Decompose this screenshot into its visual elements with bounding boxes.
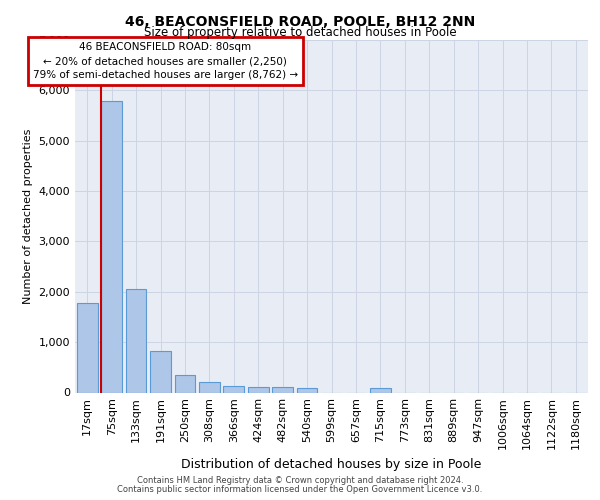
Bar	[296, 388, 317, 392]
Text: Contains HM Land Registry data © Crown copyright and database right 2024.: Contains HM Land Registry data © Crown c…	[137, 476, 463, 485]
Bar	[175, 375, 196, 392]
Bar	[101, 102, 122, 393]
Bar	[77, 303, 98, 392]
Text: 46 BEACONSFIELD ROAD: 80sqm
← 20% of detached houses are smaller (2,250)
79% of : 46 BEACONSFIELD ROAD: 80sqm ← 20% of det…	[33, 42, 298, 80]
Text: Contains public sector information licensed under the Open Government Licence v3: Contains public sector information licen…	[118, 484, 482, 494]
Bar	[248, 387, 269, 392]
Bar	[223, 386, 244, 392]
Bar	[125, 289, 146, 393]
Text: Size of property relative to detached houses in Poole: Size of property relative to detached ho…	[143, 26, 457, 39]
Y-axis label: Number of detached properties: Number of detached properties	[23, 128, 33, 304]
Bar	[272, 387, 293, 392]
Text: 46, BEACONSFIELD ROAD, POOLE, BH12 2NN: 46, BEACONSFIELD ROAD, POOLE, BH12 2NN	[125, 15, 475, 29]
Bar	[150, 350, 171, 393]
X-axis label: Distribution of detached houses by size in Poole: Distribution of detached houses by size …	[181, 458, 482, 470]
Bar	[370, 388, 391, 392]
Bar	[199, 382, 220, 392]
